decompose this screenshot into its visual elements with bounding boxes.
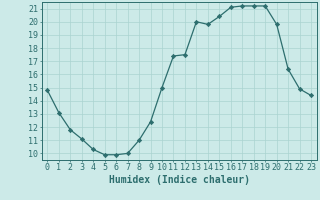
X-axis label: Humidex (Indice chaleur): Humidex (Indice chaleur) [109,175,250,185]
